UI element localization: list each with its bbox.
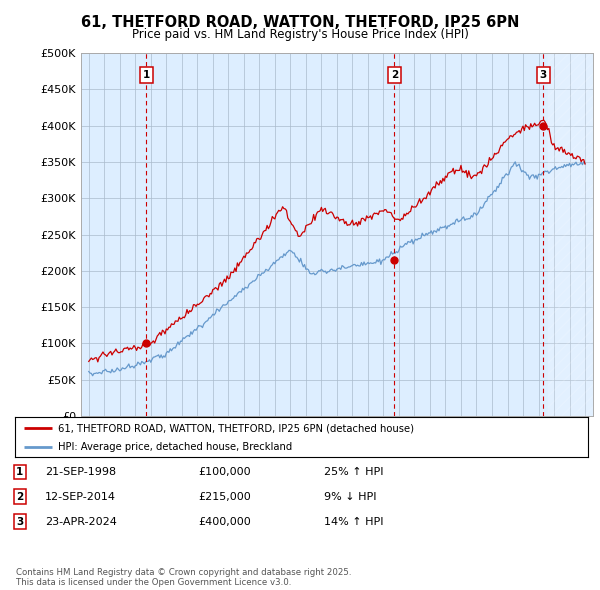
- Text: £100,000: £100,000: [198, 467, 251, 477]
- Bar: [548, 53, 593, 416]
- Text: 1: 1: [143, 70, 150, 80]
- Text: 14% ↑ HPI: 14% ↑ HPI: [324, 517, 383, 526]
- Text: 23-APR-2024: 23-APR-2024: [45, 517, 117, 526]
- Text: 2: 2: [391, 70, 398, 80]
- Text: 61, THETFORD ROAD, WATTON, THETFORD, IP25 6PN: 61, THETFORD ROAD, WATTON, THETFORD, IP2…: [81, 15, 519, 30]
- Text: 12-SEP-2014: 12-SEP-2014: [45, 492, 116, 502]
- Text: 3: 3: [540, 70, 547, 80]
- Text: 9% ↓ HPI: 9% ↓ HPI: [324, 492, 377, 502]
- Text: 2: 2: [16, 492, 23, 502]
- Text: Price paid vs. HM Land Registry's House Price Index (HPI): Price paid vs. HM Land Registry's House …: [131, 28, 469, 41]
- Text: 3: 3: [16, 517, 23, 526]
- Text: Contains HM Land Registry data © Crown copyright and database right 2025.
This d: Contains HM Land Registry data © Crown c…: [16, 568, 352, 587]
- Text: £400,000: £400,000: [198, 517, 251, 526]
- Text: HPI: Average price, detached house, Breckland: HPI: Average price, detached house, Brec…: [58, 442, 292, 452]
- Text: 21-SEP-1998: 21-SEP-1998: [45, 467, 116, 477]
- Text: 61, THETFORD ROAD, WATTON, THETFORD, IP25 6PN (detached house): 61, THETFORD ROAD, WATTON, THETFORD, IP2…: [58, 424, 414, 434]
- Text: 25% ↑ HPI: 25% ↑ HPI: [324, 467, 383, 477]
- Text: £215,000: £215,000: [198, 492, 251, 502]
- Text: 1: 1: [16, 467, 23, 477]
